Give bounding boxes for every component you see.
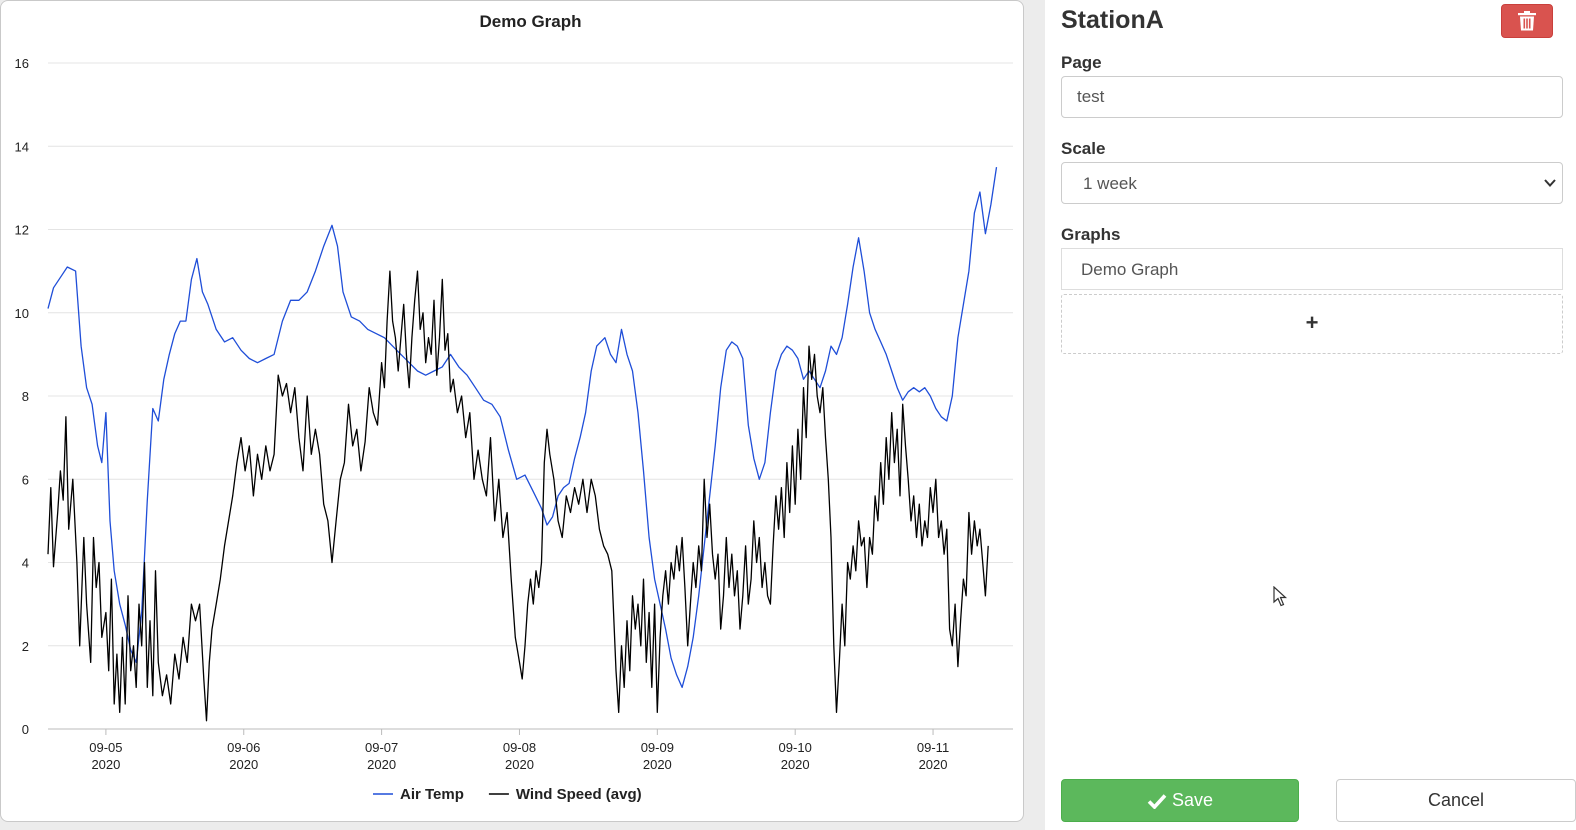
graph-list-item-label: Demo Graph bbox=[1081, 260, 1179, 279]
x-tick-label: 09-09 bbox=[641, 740, 674, 755]
station-title: StationA bbox=[1061, 6, 1164, 34]
x-tick-sublabel: 2020 bbox=[229, 757, 258, 772]
y-tick-label: 0 bbox=[22, 722, 29, 737]
station-settings-panel: StationA Page Scale 1 week Graphs Demo G… bbox=[1045, 0, 1576, 830]
x-tick-label: 09-05 bbox=[89, 740, 122, 755]
y-tick-label: 10 bbox=[15, 306, 29, 321]
page-label: Page bbox=[1061, 53, 1102, 72]
x-tick-sublabel: 2020 bbox=[919, 757, 948, 772]
add-graph-button[interactable]: + bbox=[1061, 294, 1563, 354]
x-tick-sublabel: 2020 bbox=[781, 757, 810, 772]
graph-list-item[interactable]: Demo Graph bbox=[1061, 248, 1563, 290]
save-button-label: Save bbox=[1171, 790, 1214, 810]
legend-label-1: Wind Speed (avg) bbox=[516, 786, 642, 803]
x-tick-sublabel: 2020 bbox=[91, 757, 120, 772]
save-button[interactable]: Save bbox=[1061, 779, 1299, 822]
x-tick-label: 09-10 bbox=[779, 740, 812, 755]
y-tick-label: 2 bbox=[22, 639, 29, 654]
cancel-button[interactable]: Cancel bbox=[1336, 779, 1576, 822]
chevron-down-icon bbox=[1544, 179, 1556, 187]
trash-icon bbox=[1518, 11, 1536, 31]
graphs-label: Graphs bbox=[1061, 225, 1121, 244]
x-tick-label: 09-11 bbox=[917, 740, 949, 755]
x-tick-label: 09-06 bbox=[227, 740, 260, 755]
plus-icon: + bbox=[1305, 310, 1319, 335]
demo-graph-chart: Demo Graph 0 2 4 6 8 10 12 14 16 09-05 2020 09-06 202… bbox=[15, 12, 1013, 803]
scale-select[interactable]: 1 week bbox=[1061, 162, 1563, 204]
y-tick-label: 8 bbox=[22, 389, 29, 404]
delete-station-button[interactable] bbox=[1501, 4, 1553, 38]
x-tick-sublabel: 2020 bbox=[505, 757, 534, 772]
scale-label: Scale bbox=[1061, 139, 1106, 158]
series-line-0 bbox=[47, 167, 998, 689]
y-tick-label: 4 bbox=[22, 556, 29, 571]
y-tick-label: 14 bbox=[15, 139, 29, 154]
x-tick-sublabel: 2020 bbox=[643, 757, 672, 772]
page-input[interactable] bbox=[1061, 76, 1563, 118]
legend-label-0: Air Temp bbox=[400, 786, 464, 803]
y-tick-label: 12 bbox=[15, 223, 29, 238]
y-tick-label: 6 bbox=[22, 472, 29, 487]
scale-select-value: 1 week bbox=[1083, 174, 1137, 193]
x-tick-sublabel: 2020 bbox=[367, 757, 396, 772]
series-line-1 bbox=[47, 270, 989, 722]
mouse-cursor-icon bbox=[1273, 586, 1288, 607]
chart-title: Demo Graph bbox=[479, 12, 581, 31]
check-icon bbox=[1147, 793, 1167, 809]
y-tick-label: 16 bbox=[15, 56, 29, 71]
x-tick-label: 09-07 bbox=[365, 740, 398, 755]
graph-card: Demo Graph 0 2 4 6 8 10 12 14 16 09-05 2020 09-06 202… bbox=[0, 0, 1024, 822]
x-tick-label: 09-08 bbox=[503, 740, 536, 755]
